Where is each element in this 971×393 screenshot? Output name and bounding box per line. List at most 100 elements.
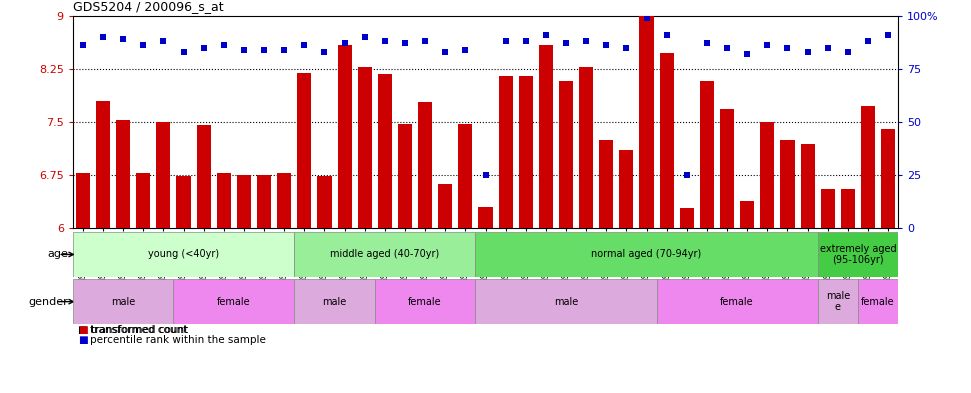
Point: [498, 38, 514, 44]
Point: [840, 49, 855, 55]
Point: [236, 46, 251, 53]
Bar: [156, 122, 171, 228]
Text: female: female: [861, 297, 895, 307]
Point: [659, 32, 675, 38]
Point: [457, 46, 473, 53]
Bar: [579, 67, 593, 228]
Bar: [76, 173, 90, 228]
Bar: [559, 81, 573, 228]
Point: [277, 46, 292, 53]
Point: [418, 38, 433, 44]
Point: [116, 36, 131, 42]
Bar: [357, 67, 372, 228]
Bar: [479, 207, 492, 228]
Text: male: male: [553, 297, 578, 307]
Text: age: age: [48, 250, 68, 259]
Bar: [458, 124, 473, 228]
Text: ■ transformed count: ■ transformed count: [78, 325, 188, 335]
Text: transformed count: transformed count: [90, 325, 187, 335]
Bar: [419, 102, 432, 228]
Point: [860, 38, 876, 44]
Point: [518, 38, 533, 44]
Bar: [398, 124, 412, 228]
Bar: [297, 73, 312, 228]
Bar: [858, 279, 898, 324]
Bar: [619, 150, 633, 228]
Point: [478, 172, 493, 178]
Bar: [378, 74, 392, 228]
Point: [196, 44, 212, 51]
Bar: [237, 175, 251, 228]
Point: [740, 51, 755, 57]
Bar: [659, 53, 674, 228]
Point: [720, 44, 735, 51]
Text: male: male: [322, 297, 347, 307]
Point: [216, 42, 231, 49]
Point: [538, 32, 553, 38]
Text: gender: gender: [28, 297, 68, 307]
Point: [95, 34, 111, 40]
Point: [155, 38, 171, 44]
Point: [579, 38, 594, 44]
Point: [75, 42, 90, 49]
Bar: [539, 46, 552, 228]
Text: ■: ■: [78, 325, 87, 335]
Point: [800, 49, 816, 55]
Bar: [881, 129, 895, 228]
Bar: [476, 232, 818, 277]
Bar: [818, 232, 898, 277]
Text: female: female: [408, 297, 442, 307]
Bar: [96, 101, 110, 228]
Bar: [136, 173, 151, 228]
Bar: [640, 16, 653, 228]
Point: [357, 34, 373, 40]
Bar: [519, 76, 533, 228]
Bar: [174, 279, 294, 324]
Point: [317, 49, 332, 55]
Point: [438, 49, 453, 55]
Bar: [318, 176, 331, 228]
Point: [759, 42, 775, 49]
Point: [619, 44, 634, 51]
Bar: [217, 173, 231, 228]
Bar: [294, 279, 375, 324]
Text: male
e: male e: [825, 291, 850, 312]
Point: [780, 44, 795, 51]
Point: [699, 40, 715, 46]
Text: GDS5204 / 200096_s_at: GDS5204 / 200096_s_at: [73, 0, 223, 13]
Text: young (<40yr): young (<40yr): [148, 250, 219, 259]
Bar: [700, 81, 714, 228]
Point: [820, 44, 835, 51]
Bar: [73, 279, 174, 324]
Bar: [277, 173, 291, 228]
Point: [598, 42, 614, 49]
Bar: [720, 109, 734, 228]
Bar: [781, 140, 794, 228]
Bar: [294, 232, 476, 277]
Bar: [800, 145, 815, 228]
Point: [639, 15, 654, 21]
Bar: [740, 201, 754, 228]
Bar: [117, 120, 130, 228]
Bar: [197, 125, 211, 228]
Point: [176, 49, 191, 55]
Point: [337, 40, 352, 46]
Point: [256, 46, 272, 53]
Bar: [841, 189, 854, 228]
Point: [397, 40, 413, 46]
Bar: [656, 279, 818, 324]
Point: [679, 172, 694, 178]
Text: extremely aged
(95-106yr): extremely aged (95-106yr): [820, 244, 896, 265]
Bar: [257, 175, 271, 228]
Bar: [338, 46, 352, 228]
Bar: [599, 140, 614, 228]
Text: percentile rank within the sample: percentile rank within the sample: [90, 335, 266, 345]
Text: middle aged (40-70yr): middle aged (40-70yr): [330, 250, 440, 259]
Text: male: male: [111, 297, 135, 307]
Point: [377, 38, 392, 44]
Bar: [177, 176, 190, 228]
Bar: [760, 122, 775, 228]
Bar: [438, 184, 452, 228]
Bar: [861, 106, 875, 228]
Bar: [476, 279, 656, 324]
